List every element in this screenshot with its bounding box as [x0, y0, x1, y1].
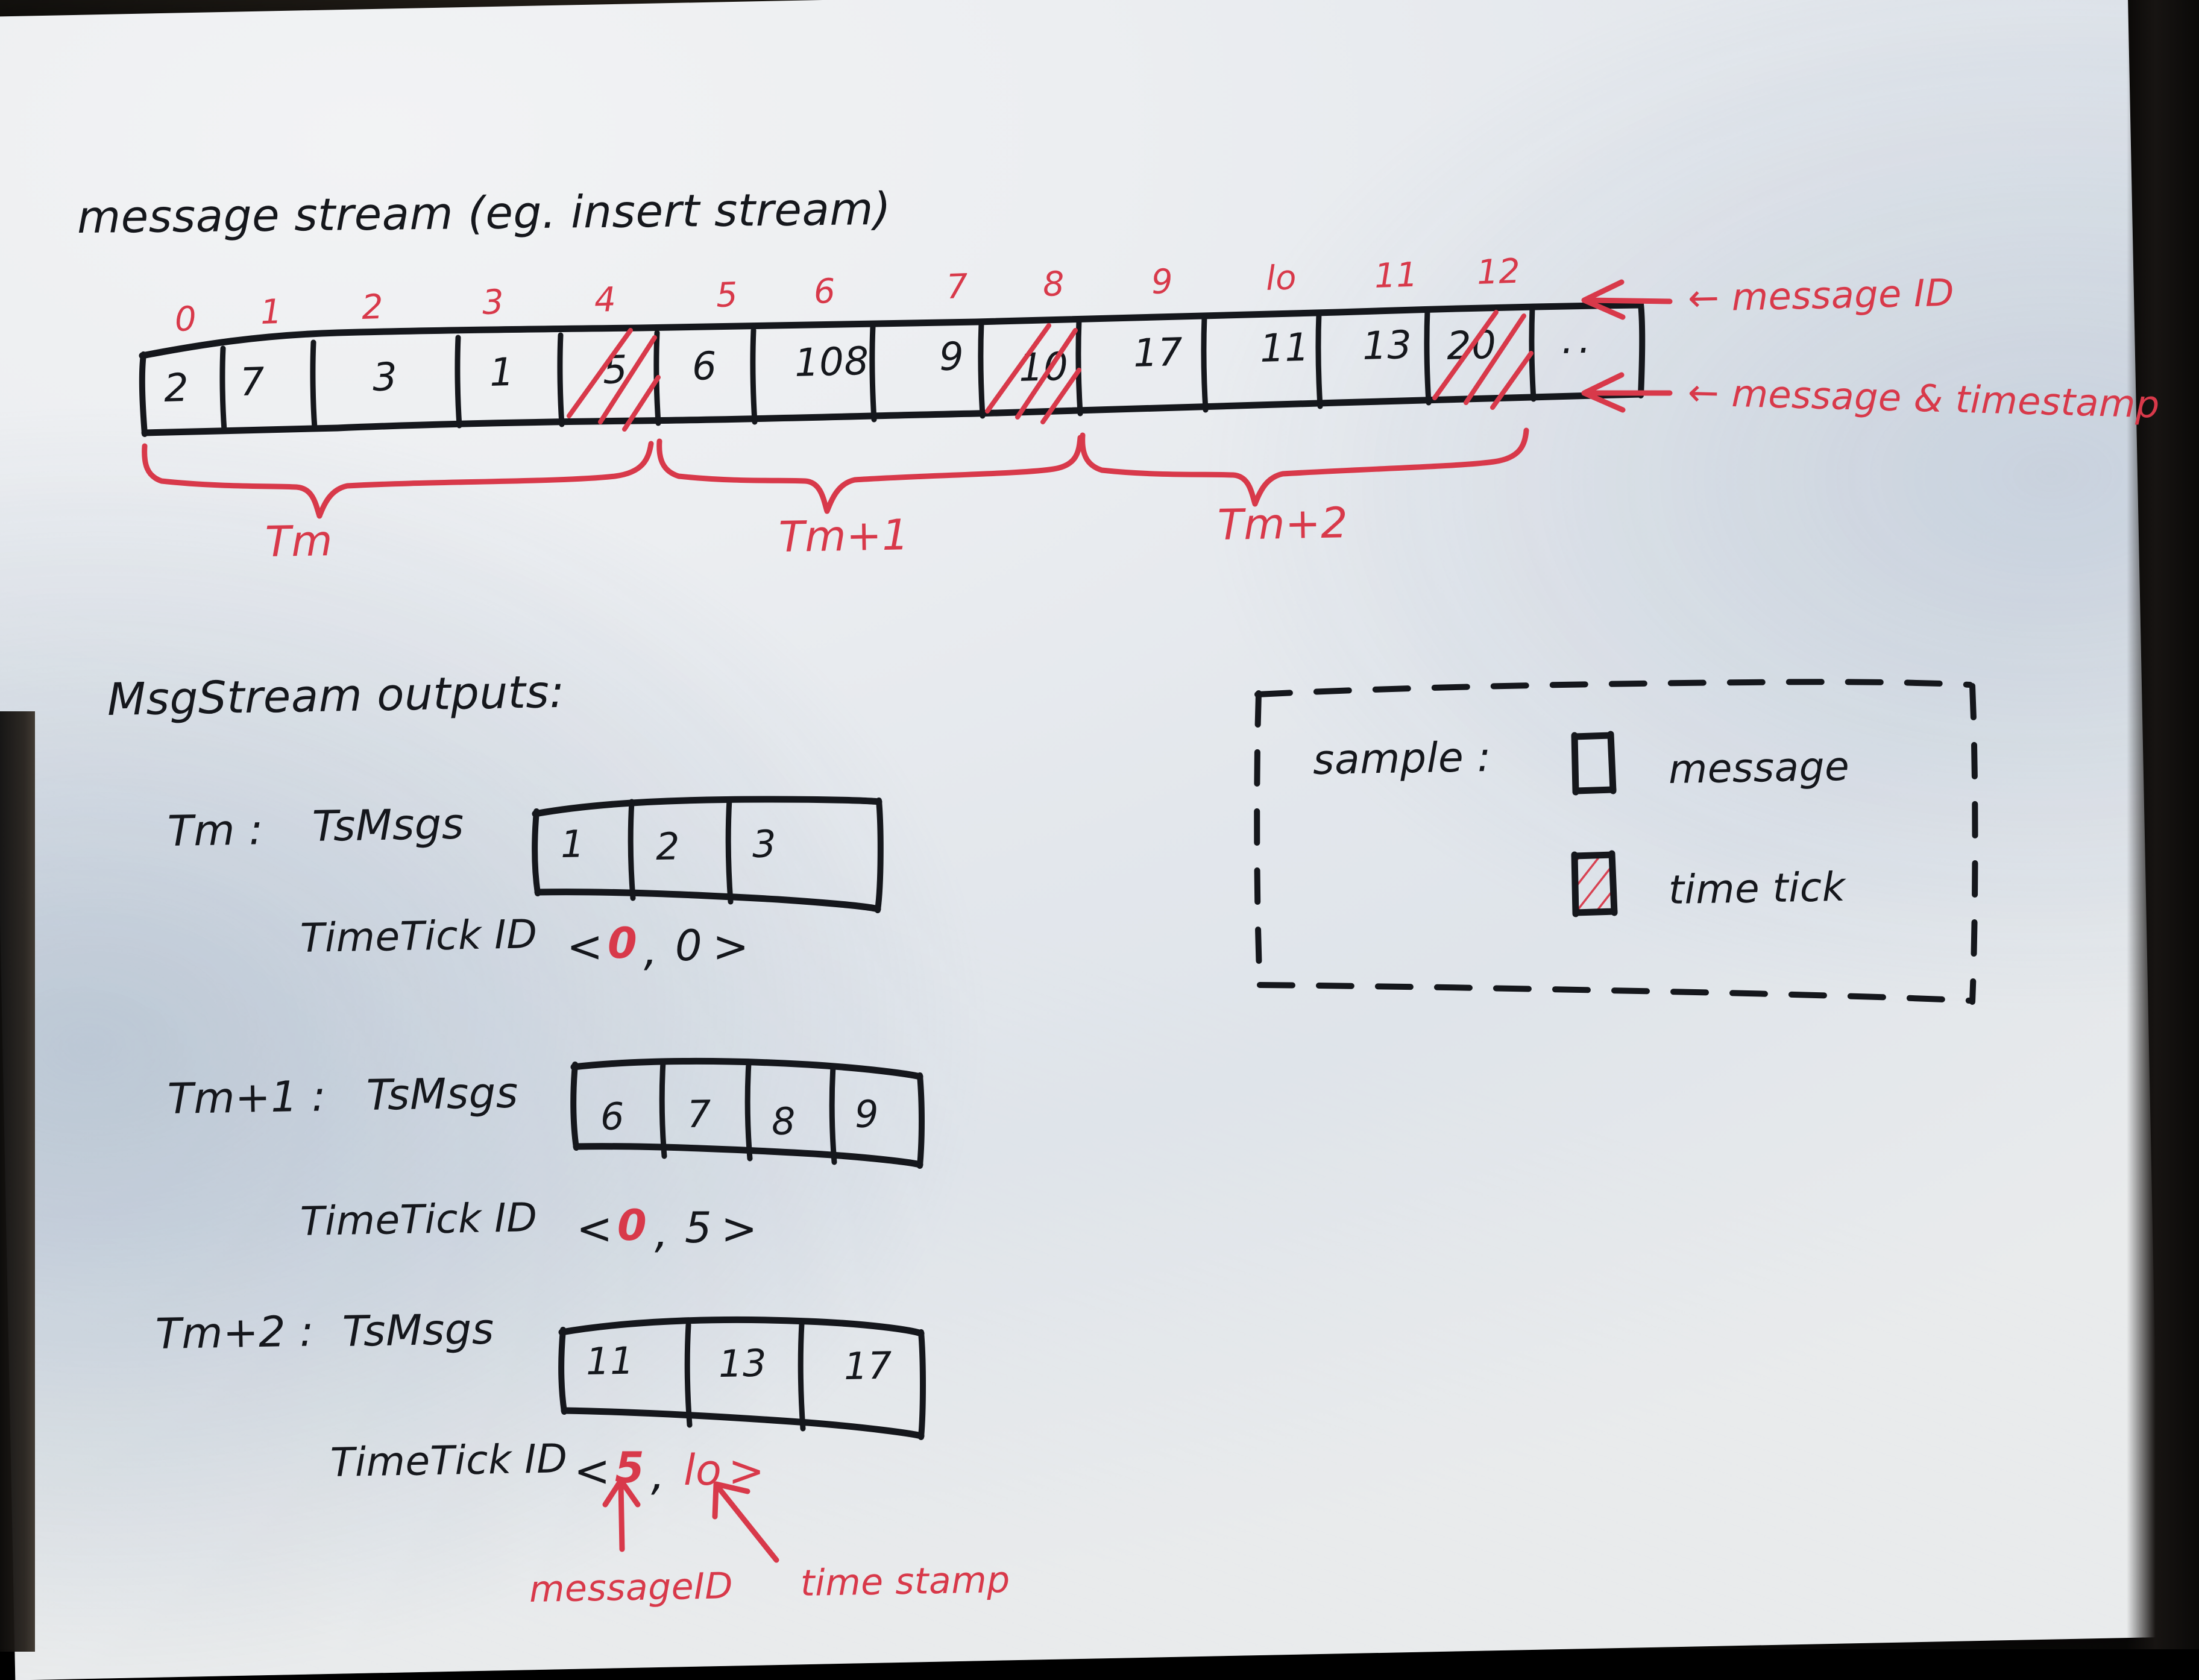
timetick-comma-tm1: , [655, 1207, 669, 1257]
timetick-open-tm2: < [574, 1446, 611, 1496]
desk-edge-left [0, 711, 35, 1652]
timetick-open-tm1: < [576, 1203, 613, 1254]
timetick-comma-tm: , [644, 925, 658, 975]
timetick-comma-tm2: , [651, 1449, 665, 1500]
timetick-ts-tm: 0 [675, 921, 703, 971]
timetick-ts-tm1: 5 [685, 1203, 713, 1253]
timetick-close-tm: > [713, 921, 749, 972]
desk-edge-right [2127, 0, 2199, 1649]
timetick-close-tm1: > [721, 1203, 758, 1254]
timetick-id-tm: 0 [608, 919, 638, 968]
timetick-id-tm1: 0 [617, 1201, 647, 1250]
timetick-open-tm: < [567, 921, 603, 972]
